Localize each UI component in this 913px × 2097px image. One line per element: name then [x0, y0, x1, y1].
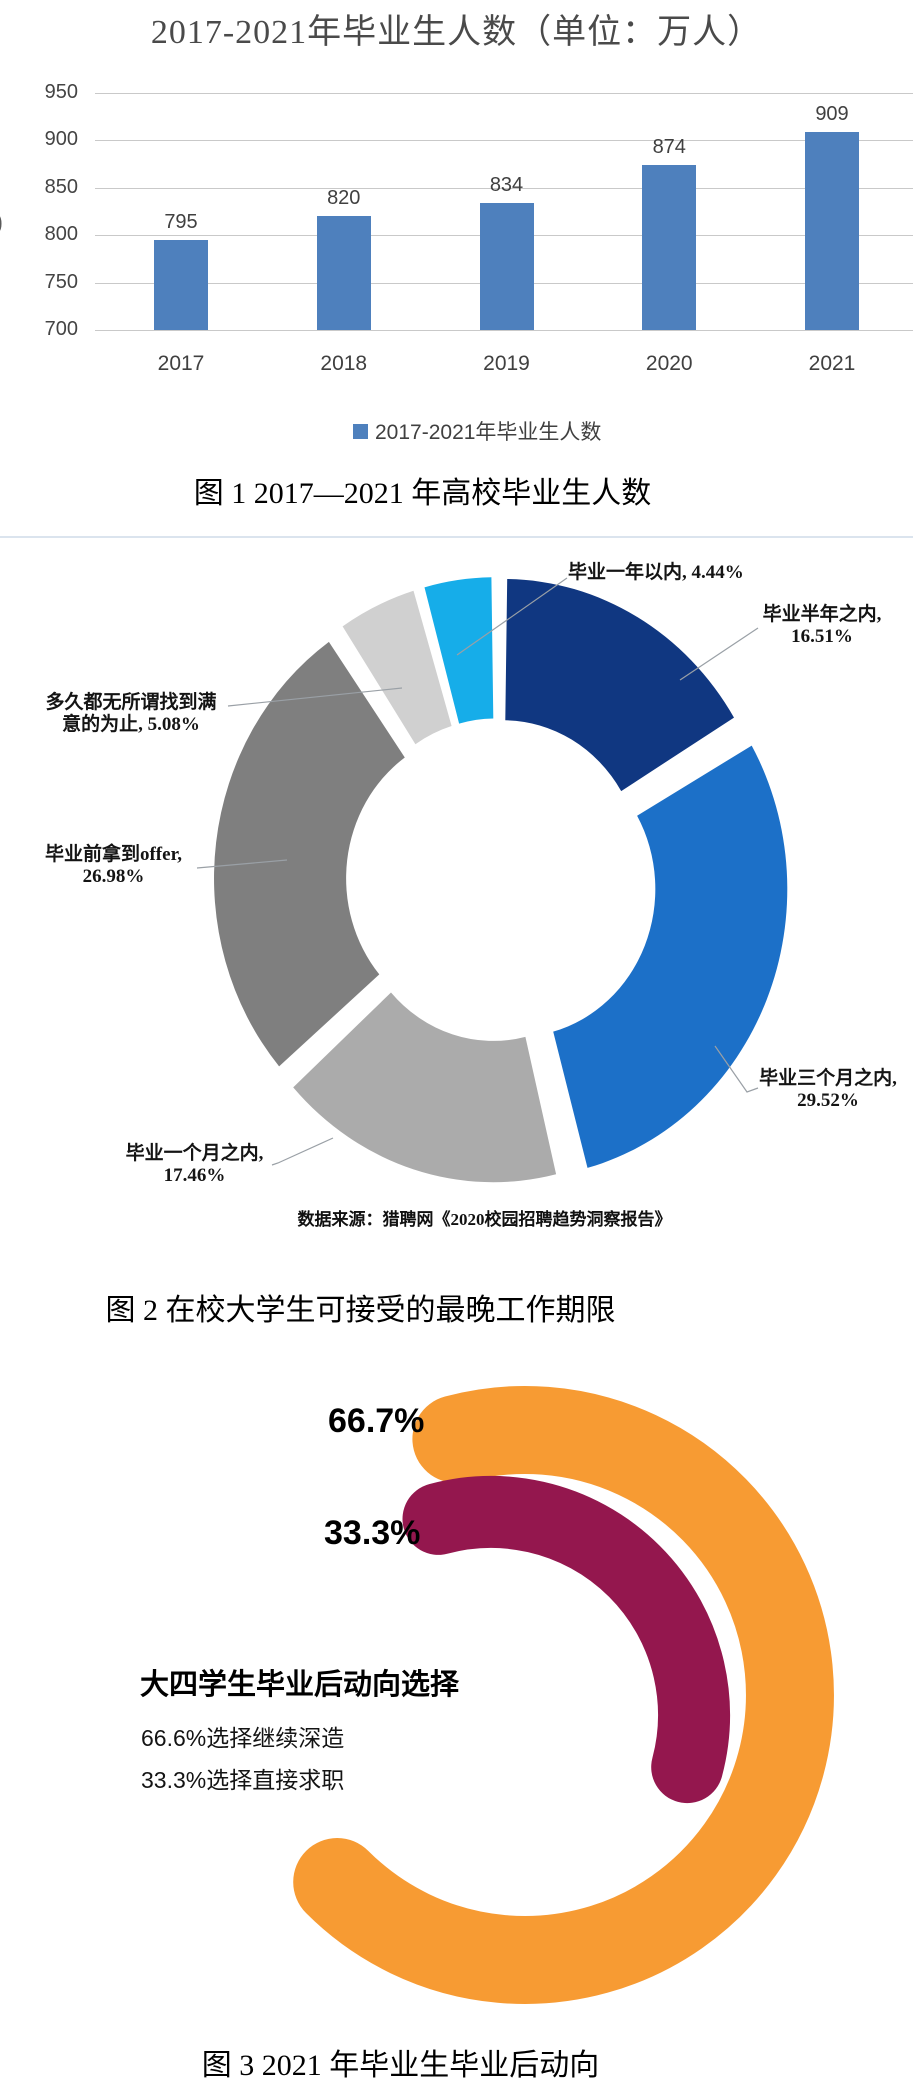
rings-chart-title: 大四学生毕业后动向选择 [140, 1669, 460, 1701]
slice-label-whenever: 多久都无所谓找到满 意的为止, 5.08% [45, 692, 217, 736]
gridline [95, 93, 913, 94]
ring-percent-inner: 33.3% [324, 1514, 421, 1552]
gridline [95, 140, 913, 142]
y-tick-label: 850 [44, 175, 78, 198]
x-tick-label: 2017 [157, 352, 205, 375]
doughnut-slice [214, 641, 405, 1067]
cropped-axis-text: ) [0, 207, 3, 237]
x-tick-label: 2020 [645, 352, 693, 375]
doughnut-slice [293, 992, 557, 1183]
figure2-caption: 图 2 在校大学生可接受的最晚工作期限 [105, 1294, 616, 1327]
y-tick-label: 900 [44, 128, 78, 151]
slice-label-one-year: 毕业一年以内, 4.44% [568, 562, 744, 583]
bar-value-label: 795 [164, 210, 198, 233]
bar [316, 216, 371, 330]
bar-chart-plot-area: 950 900 850 800 750 700 795 2017 820 2018 834 2019 8… [0, 0, 913, 400]
progress-rings-chart [293, 1385, 834, 2004]
doughnut-slice [342, 590, 452, 745]
section-divider [0, 536, 913, 538]
bar [805, 131, 859, 330]
bar [154, 239, 208, 330]
legend-label: 2017-2021年毕业生人数 [375, 421, 602, 444]
ring-percent-outer: 66.7% [328, 1402, 425, 1440]
bar [479, 202, 534, 330]
doughnut-slice [424, 577, 494, 724]
bar-value-label: 874 [652, 136, 686, 159]
progress-ring-arc [293, 1385, 834, 2004]
slice-label-three-months: 毕业三个月之内, 29.52% [759, 1068, 897, 1112]
bar [642, 165, 697, 330]
y-tick-label: 700 [44, 318, 78, 340]
y-tick-label: 800 [44, 223, 78, 246]
slice-label-half-year: 毕业半年之内, 16.51% [762, 604, 882, 648]
gridline [95, 187, 913, 189]
bar-value-label: 909 [815, 102, 849, 125]
doughnut-slice [505, 579, 734, 792]
doughnut-slice [553, 745, 788, 1168]
gridline [95, 330, 913, 331]
bar-chart-legend: 2017-2021年毕业生人数 [353, 416, 601, 446]
figure1-caption: 图 1 2017—2021 年高校毕业生人数 [193, 477, 652, 510]
y-tick-label: 950 [44, 81, 78, 103]
figure3-caption: 图 3 2021 年毕业生毕业后动向 [201, 2049, 600, 2082]
doughnut-chart [196, 577, 788, 1183]
legend-swatch-icon [353, 423, 368, 439]
rings-note-further-study: 66.6%选择继续深造 [141, 1725, 345, 1751]
x-tick-label: 2018 [320, 352, 368, 375]
x-tick-label: 2021 [808, 352, 856, 375]
progress-ring-arc [402, 1476, 730, 1804]
bar-value-label: 834 [489, 173, 524, 196]
rings-note-job-hunting: 33.3%选择直接求职 [141, 1767, 345, 1793]
bar-chart-title: 2017-2021年毕业生人数（单位：万人） [150, 14, 763, 51]
leader-lines [196, 577, 759, 1166]
data-source-note: 数据来源：猎聘网《2020校园招聘趋势洞察报告》 [297, 1210, 672, 1229]
bar-value-label: 820 [327, 187, 361, 210]
slice-label-offer-before-grad: 毕业前拿到offer, 26.98% [44, 844, 183, 888]
slice-label-one-month: 毕业一个月之内, 17.46% [125, 1143, 264, 1187]
y-tick-label: 750 [44, 270, 78, 293]
x-tick-label: 2019 [483, 352, 530, 375]
